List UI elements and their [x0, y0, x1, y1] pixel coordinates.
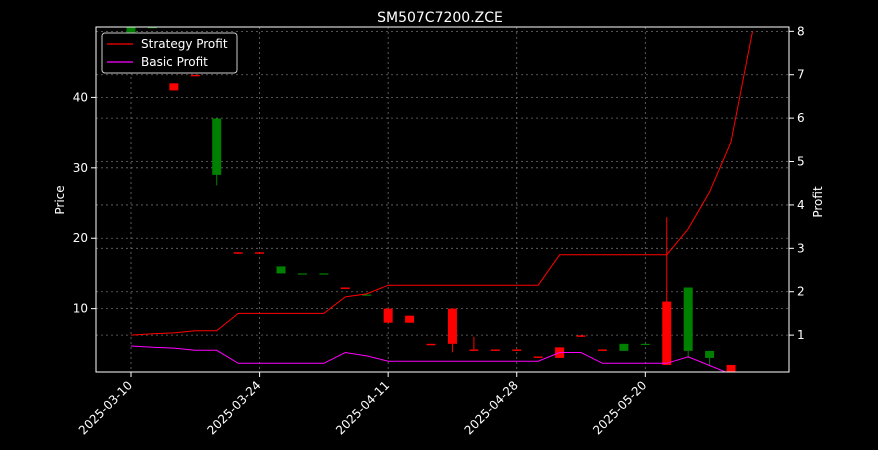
y2-tick-label: 8 [797, 24, 805, 38]
candle [726, 364, 736, 372]
candle-body [490, 349, 500, 351]
candle [147, 27, 157, 29]
chart-title: SM507C7200.ZCE [377, 10, 503, 26]
y2-tick-label: 4 [797, 198, 805, 212]
y-tick-label: 40 [73, 90, 88, 104]
candle-body [662, 301, 672, 365]
candles [126, 27, 736, 372]
candle [640, 343, 650, 346]
candle-body [533, 356, 543, 358]
candle [297, 273, 307, 275]
x-tick-label: 2025-03-10 [76, 378, 135, 437]
y2-tick-label: 1 [797, 328, 805, 342]
candle [469, 336, 479, 351]
candle [619, 343, 629, 351]
plot-frame [95, 26, 790, 373]
y-tick-label: 20 [73, 231, 88, 245]
candle [426, 343, 436, 346]
candle [190, 74, 200, 77]
candle [276, 266, 286, 274]
y2-tick-label: 5 [797, 155, 805, 169]
candle-body [576, 335, 586, 337]
candle [340, 287, 350, 289]
y2-tick-label: 3 [797, 241, 805, 255]
legend-label-strategy: Strategy Profit [141, 37, 228, 51]
legend-box [101, 32, 238, 74]
candle [319, 273, 329, 275]
candle-body [619, 343, 629, 351]
x-tick-label: 2025-04-28 [462, 378, 521, 437]
y-axis-left: 10 20 30 40 [73, 90, 96, 316]
x-tick-label: 2025-05-20 [590, 378, 649, 437]
candle [447, 308, 457, 353]
candle [662, 217, 672, 365]
candle-body [726, 364, 736, 372]
legend: Strategy Profit Basic Profit [101, 32, 238, 74]
candle [233, 252, 243, 254]
candle [212, 118, 222, 186]
y-axis-right: 1 2 3 4 5 6 7 8 [789, 24, 805, 342]
candle [383, 308, 393, 323]
candle [512, 349, 522, 351]
profit-lines [130, 31, 753, 372]
candle-body [147, 27, 157, 29]
y-axis-label: Price [53, 185, 67, 214]
candle-body [383, 308, 393, 323]
candle-body [212, 118, 222, 175]
candle-body [405, 315, 415, 323]
candle [362, 294, 372, 296]
candle-body [362, 294, 372, 296]
y-tick-label: 10 [73, 302, 88, 316]
x-tick-label: 2025-04-11 [333, 378, 392, 437]
candle-body [683, 287, 693, 351]
candle-body [276, 266, 286, 274]
candle-body [705, 350, 715, 358]
candle-body [319, 273, 329, 275]
candle [597, 349, 607, 351]
candle-body [340, 287, 350, 289]
y2-tick-label: 6 [797, 111, 805, 125]
candle-body [169, 83, 179, 91]
candle-body [447, 308, 457, 344]
x-tick-label: 2025-03-24 [204, 378, 263, 437]
y2-tick-label: 7 [797, 68, 805, 82]
y-tick-label: 30 [73, 161, 88, 175]
grid [96, 27, 789, 372]
candle [576, 335, 586, 337]
y2-axis-label: Profit [811, 186, 825, 218]
candle [490, 349, 500, 351]
candle-body [126, 27, 136, 35]
candle-body [597, 349, 607, 351]
candle-body [426, 343, 436, 346]
candle-body [297, 273, 307, 275]
candle-body [469, 349, 479, 351]
basic-profit-line [130, 345, 727, 372]
y2-tick-label: 2 [797, 285, 805, 299]
candle [533, 356, 543, 358]
strategy-profit-line [130, 31, 753, 336]
candle-body [640, 343, 650, 346]
x-axis: 2025-03-10 2025-03-24 2025-04-11 2025-04-28… [76, 372, 649, 437]
candle [255, 252, 265, 254]
candle [405, 315, 415, 323]
candle-body [255, 252, 265, 254]
candle [169, 83, 179, 91]
candle-body [233, 252, 243, 254]
candle-body [190, 74, 200, 77]
candle [705, 350, 715, 365]
candle [683, 287, 693, 358]
candle-body [512, 349, 522, 351]
legend-label-basic: Basic Profit [141, 55, 208, 69]
